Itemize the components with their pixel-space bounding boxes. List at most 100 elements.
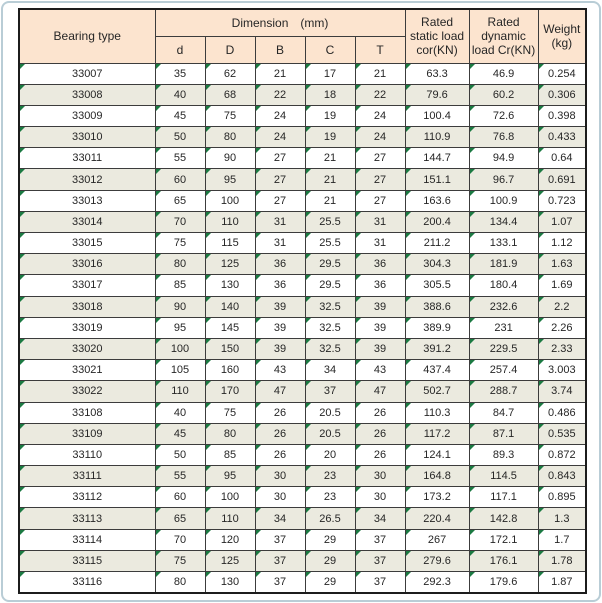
bearing-spec-table: Bearing type Dimension (mm) Rated static… — [18, 8, 588, 594]
table-cell: 45 — [154, 104, 206, 128]
table-cell: 39 — [254, 295, 306, 318]
table-cell: 85 — [204, 443, 256, 467]
table-cell: 288.7 — [468, 380, 539, 403]
table-cell: 176.1 — [468, 549, 539, 573]
col-header-T: T — [354, 35, 406, 64]
table-cell: 90 — [204, 147, 256, 170]
table-cell: 160 — [204, 359, 256, 382]
table-row: 33008 40 68 22 18 22 79.6 60.2 0.306 — [18, 83, 587, 106]
table-cell: 124.1 — [404, 443, 470, 467]
table-cell: 43 — [354, 359, 406, 382]
table-cell: 32.5 — [304, 295, 356, 318]
table-cell: 95 — [204, 465, 256, 488]
table-cell: 140 — [204, 295, 256, 318]
bearing-type-cell: 33007 — [18, 62, 156, 85]
table-cell: 23 — [304, 465, 356, 488]
table-cell: 0.723 — [537, 189, 587, 212]
table-cell: 437.4 — [404, 359, 470, 382]
table-cell: 80 — [204, 126, 256, 149]
bearing-type-cell: 33113 — [18, 507, 156, 530]
table-cell: 1.63 — [537, 253, 587, 276]
table-cell: 1.69 — [537, 274, 587, 297]
table-cell: 130 — [204, 570, 256, 594]
table-cell: 2.26 — [537, 316, 587, 339]
table-cell: 21 — [254, 62, 306, 85]
table-cell: 19 — [304, 126, 356, 149]
table-cell: 1.87 — [537, 570, 587, 594]
table-cell: 29 — [304, 570, 356, 594]
table-cell: 163.6 — [404, 189, 470, 212]
table-cell: 75 — [204, 401, 256, 424]
table-cell: 19 — [304, 104, 356, 128]
table-cell: 30 — [254, 465, 306, 488]
table-cell: 37 — [254, 570, 306, 594]
table-row: 33109 45 80 26 20.5 26 117.2 87.1 0.535 — [18, 422, 587, 445]
table-cell: 26 — [254, 422, 306, 445]
col-header-d: d — [154, 35, 206, 64]
table-cell: 79.6 — [404, 83, 470, 106]
table-cell: 36 — [354, 274, 406, 297]
table-cell: 47 — [254, 380, 306, 403]
table-row: 33013 65 100 27 21 27 163.6 100.9 0.723 — [18, 189, 587, 212]
table-cell: 220.4 — [404, 507, 470, 530]
table-cell: 110 — [204, 507, 256, 530]
table-cell: 24 — [354, 104, 406, 128]
table-row: 33014 70 110 31 25.5 31 200.4 134.4 1.07 — [18, 210, 587, 234]
table-cell: 21 — [304, 189, 356, 212]
bearing-type-cell: 33019 — [18, 316, 156, 339]
bearing-type-cell: 33008 — [18, 83, 156, 106]
table-cell: 26 — [254, 443, 306, 467]
table-cell: 27 — [254, 168, 306, 191]
table-cell: 110 — [204, 210, 256, 234]
table-cell: 0.398 — [537, 104, 587, 128]
table-cell: 80 — [154, 570, 206, 594]
table-cell: 75 — [154, 549, 206, 573]
table-cell: 0.535 — [537, 422, 587, 445]
table-cell: 25.5 — [304, 231, 356, 255]
header-row-sub: d D B C T — [19, 35, 586, 64]
table-cell: 305.5 — [404, 274, 470, 297]
table-cell: 391.2 — [404, 337, 470, 361]
table-cell: 26.5 — [304, 507, 356, 530]
table-cell: 39 — [354, 316, 406, 339]
table-row: 33116 80 130 37 29 37 292.3 179.6 1.87 — [18, 570, 587, 594]
table-cell: 0.691 — [537, 168, 587, 191]
table-cell: 21 — [354, 62, 406, 85]
bearing-type-cell: 33018 — [18, 295, 156, 318]
table-cell: 50 — [154, 126, 206, 149]
col-header-dimension: Dimension (mm) — [154, 8, 406, 37]
table-row: 33019 95 145 39 32.5 39 389.9 231 2.26 — [18, 316, 587, 339]
table-cell: 200.4 — [404, 210, 470, 234]
table-cell: 31 — [254, 210, 306, 234]
table-row: 33016 80 125 36 29.5 36 304.3 181.9 1.63 — [18, 253, 587, 276]
table-row: 33110 50 85 26 20 26 124.1 89.3 0.872 — [18, 443, 587, 467]
table-cell: 100 — [204, 486, 256, 509]
table-cell: 39 — [354, 295, 406, 318]
table-cell: 37 — [354, 570, 406, 594]
table-cell: 2.33 — [537, 337, 587, 361]
table-cell: 229.5 — [468, 337, 539, 361]
table-cell: 24 — [354, 126, 406, 149]
table-cell: 89.3 — [468, 443, 539, 467]
table-cell: 389.9 — [404, 316, 470, 339]
table-cell: 142.8 — [468, 507, 539, 530]
table-cell: 20 — [304, 443, 356, 467]
table-cell: 0.872 — [537, 443, 587, 467]
table-cell: 25.5 — [304, 210, 356, 234]
table-cell: 21 — [304, 147, 356, 170]
bearing-type-cell: 33012 — [18, 168, 156, 191]
bearing-type-cell: 33013 — [18, 189, 156, 212]
bearing-type-cell: 33115 — [18, 549, 156, 573]
table-cell: 34 — [254, 507, 306, 530]
bearing-type-cell: 33016 — [18, 253, 156, 276]
table-cell: 26 — [354, 443, 406, 467]
table-cell: 85 — [154, 274, 206, 297]
table-cell: 117.1 — [468, 486, 539, 509]
bearing-type-cell: 33022 — [18, 380, 156, 403]
table-cell: 37 — [354, 549, 406, 573]
table-cell: 164.8 — [404, 465, 470, 488]
table-cell: 1.7 — [537, 528, 587, 551]
table-cell: 80 — [204, 422, 256, 445]
table-cell: 63.3 — [404, 62, 470, 85]
table-row: 33115 75 125 37 29 37 279.6 176.1 1.78 — [18, 549, 587, 573]
